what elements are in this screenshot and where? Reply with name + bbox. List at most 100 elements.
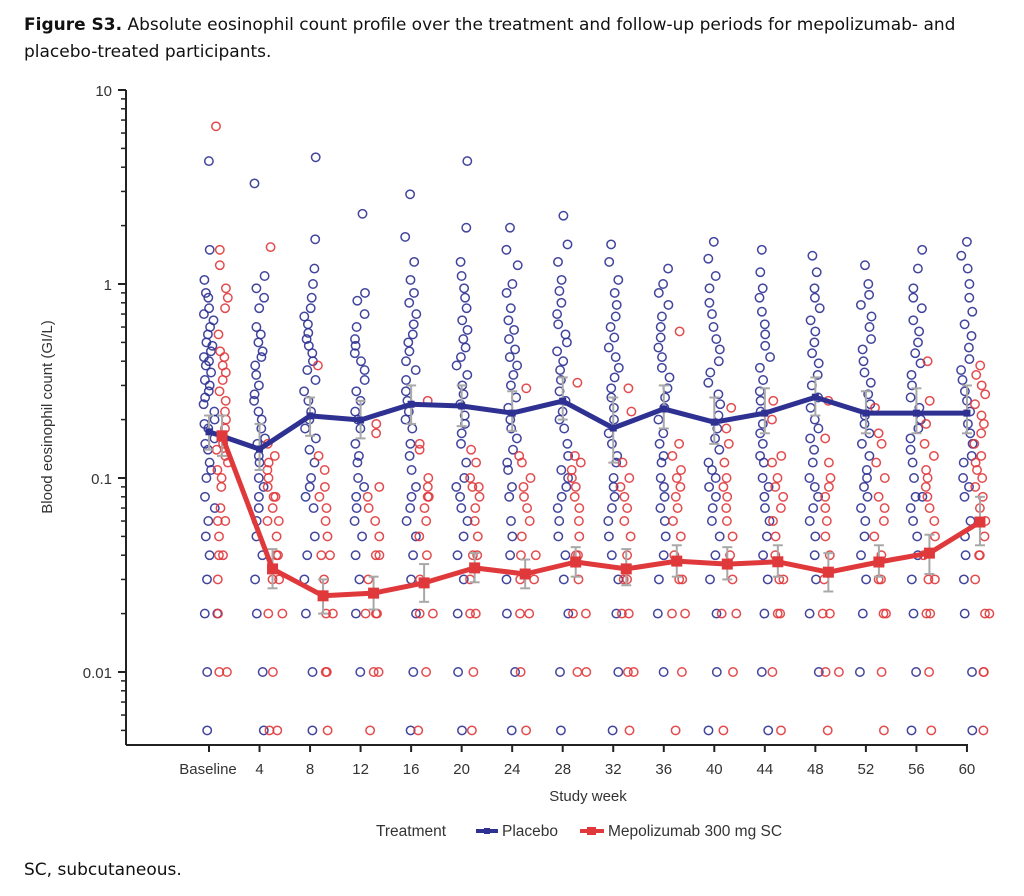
placebo-mean-marker [306,412,314,420]
mepolizumab-data-point [373,667,384,677]
mepolizumab-data-point [267,503,278,514]
placebo-data-point [908,292,919,303]
placebo-data-point [199,375,210,385]
placebo-data-point [811,574,821,585]
placebo-data-point [908,608,919,619]
placebo-data-point [653,287,664,298]
mepolizumab-data-point [516,457,527,468]
mepolizumab-data-point [728,667,738,677]
placebo-data-point [863,389,874,400]
placebo-data-point [409,256,420,267]
mepolizumab-data-point [976,450,987,461]
placebo-data-point [762,574,773,585]
placebo-data-point [860,516,871,526]
mepolizumab-data-point [970,457,981,468]
mepolizumab-data-point [316,550,327,561]
y-ticks: 10 1 0.1 0.01 [83,83,126,732]
placebo-data-point [711,608,722,619]
placebo-data-point [200,360,211,371]
placebo-data-point [967,725,978,736]
placebo-data-point [307,725,318,736]
x-tick-label: Baseline [179,761,237,778]
mepolizumab-data-point [419,503,430,514]
mepolizumab-data-point [368,667,379,677]
mepolizumab-data-point [521,383,532,394]
legend: Treatment Placebo Mepolizumab 300 mg SC [376,823,782,840]
placebo-data-point [606,503,617,514]
placebo-data-point [353,450,364,461]
placebo-data-point [813,358,824,369]
mepolizumab-data-point [470,608,481,619]
placebo-data-point [758,550,769,561]
mepolizumab-data-point [414,438,425,449]
placebo-data-point [203,516,214,526]
placebo-data-point [510,667,521,677]
mepolizumab-data-point [676,667,687,677]
placebo-data-point [458,389,469,400]
placebo-data-point [807,250,818,261]
mepolizumab-data-point [325,550,335,561]
x-ticks: Baseline 4 8 12 16 20 24 28 32 36 40 44 48 52 56 60 [179,745,975,778]
placebo-data-point [352,295,363,306]
placebo-data-point [512,360,523,371]
mepolizumab-data-point [881,608,891,619]
placebo-data-point [257,346,268,357]
placebo-data-point [563,473,574,483]
placebo-data-point [658,667,669,677]
mepolizumab-data-point [718,725,729,736]
placebo-data-point [204,550,215,561]
placebo-data-point [861,574,872,585]
placebo-data-point [553,256,563,267]
placebo-data-point [959,608,970,619]
placebo-data-point [209,414,220,425]
placebo-data-point [606,438,617,449]
placebo-data-point [807,348,818,359]
placebo-data-point [204,244,215,255]
placebo-data-point [655,503,666,514]
placebo-data-point [809,292,820,303]
placebo-mean-marker [256,445,264,453]
mepolizumab-data-point [976,410,987,421]
mepolizumab-data-point [465,473,476,483]
mepolizumab-data-point [515,608,525,619]
placebo-data-point [757,438,768,449]
figure-caption-text: Absolute eosinophil count profile over t… [24,15,956,62]
placebo-data-point [805,433,816,444]
placebo-data-point [714,344,725,355]
placebo-data-point [451,481,462,492]
mepolizumab-mean-marker [216,430,228,442]
mepolizumab-mean-line [219,434,982,599]
mepolizumab-data-point [617,457,628,468]
placebo-data-point [256,414,267,425]
placebo-data-point [603,342,614,353]
placebo-data-point [763,481,774,492]
mepolizumab-data-point [871,457,882,468]
mepolizumab-data-point [969,438,980,449]
mepolizumab-data-point [271,531,282,542]
placebo-data-point [552,346,563,357]
mepolizumab-data-point [768,395,779,406]
placebo-data-point [501,244,512,255]
placebo-data-point [501,574,512,585]
axes [125,90,968,746]
mepolizumab-data-point [472,550,483,561]
placebo-data-point [457,725,467,736]
placebo-data-point [452,608,463,619]
mepolizumab-data-point [374,550,385,561]
placebo-data-point [958,473,969,483]
mepolizumab-data-point [919,438,930,449]
mepolizumab-data-point [524,608,535,619]
mepolizumab-data-point [525,473,536,483]
placebo-data-point [609,332,620,343]
placebo-mean-marker [660,405,668,413]
placebo-data-point [758,457,769,468]
placebo-data-point [708,236,719,247]
placebo-data-point [864,322,875,332]
placebo-data-point [554,286,565,296]
placebo-data-point [711,334,722,345]
placebo-mean-marker [761,409,769,417]
mepolizumab-data-point [976,380,987,391]
placebo-data-point [915,358,926,369]
placebo-data-point [200,392,211,403]
mepolizumab-data-point [212,465,223,475]
